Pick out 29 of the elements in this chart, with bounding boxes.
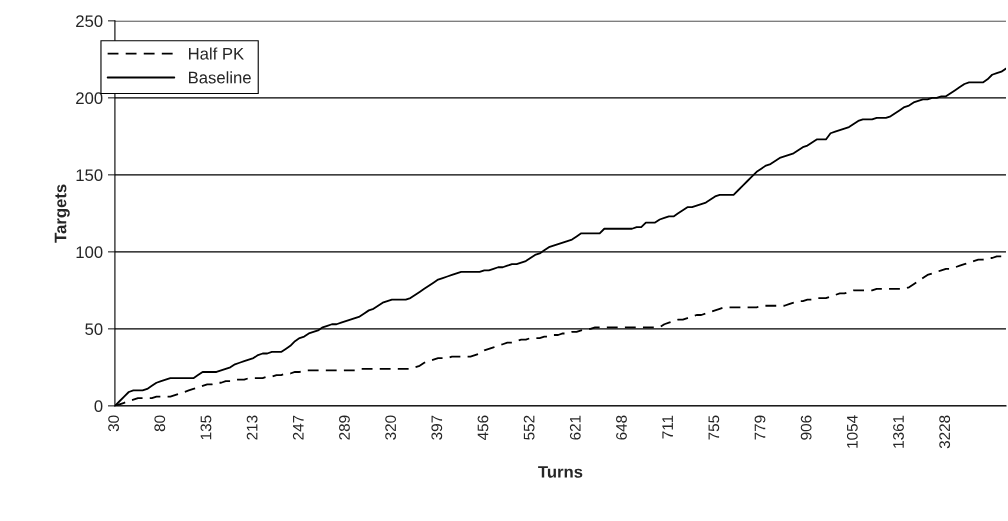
x-tick-label: 621 xyxy=(569,415,581,440)
x-tick-label: 320 xyxy=(385,415,397,440)
y-tick-label: 0 xyxy=(94,400,103,413)
legend-label: Half PK xyxy=(189,47,244,60)
x-tick-label: 213 xyxy=(246,415,258,440)
x-tick-label: 30 xyxy=(108,415,120,432)
x-tick-label: 552 xyxy=(523,415,535,440)
x-tick-label: 1054 xyxy=(846,415,858,448)
x-tick-label: 711 xyxy=(662,415,673,439)
x-tick-label: 648 xyxy=(616,415,627,440)
x-tick-label: 456 xyxy=(477,415,489,441)
y-tick-label: 250 xyxy=(76,15,103,28)
x-tick-label: 135 xyxy=(200,415,212,440)
y-tick-label: 200 xyxy=(76,92,103,105)
x-tick-label: 3228 xyxy=(939,415,951,449)
x-tick-label: 779 xyxy=(754,415,766,440)
y-tick-label: 50 xyxy=(85,323,103,336)
legend-label: Baseline xyxy=(189,71,251,84)
x-tick-label: 755 xyxy=(708,415,720,440)
x-tick-label: 80 xyxy=(154,415,166,432)
x-tick-label: 247 xyxy=(292,415,304,440)
x-axis-title: Turns xyxy=(538,466,583,478)
y-tick-label: 150 xyxy=(76,169,103,182)
x-tick-label: 289 xyxy=(339,415,350,440)
x-tick-label: 397 xyxy=(431,415,443,440)
x-tick-label: 1361 xyxy=(893,415,904,448)
x-tick-label: 906 xyxy=(800,415,812,440)
y-tick-label: 100 xyxy=(76,246,103,259)
y-axis-title: Targets xyxy=(54,184,70,243)
